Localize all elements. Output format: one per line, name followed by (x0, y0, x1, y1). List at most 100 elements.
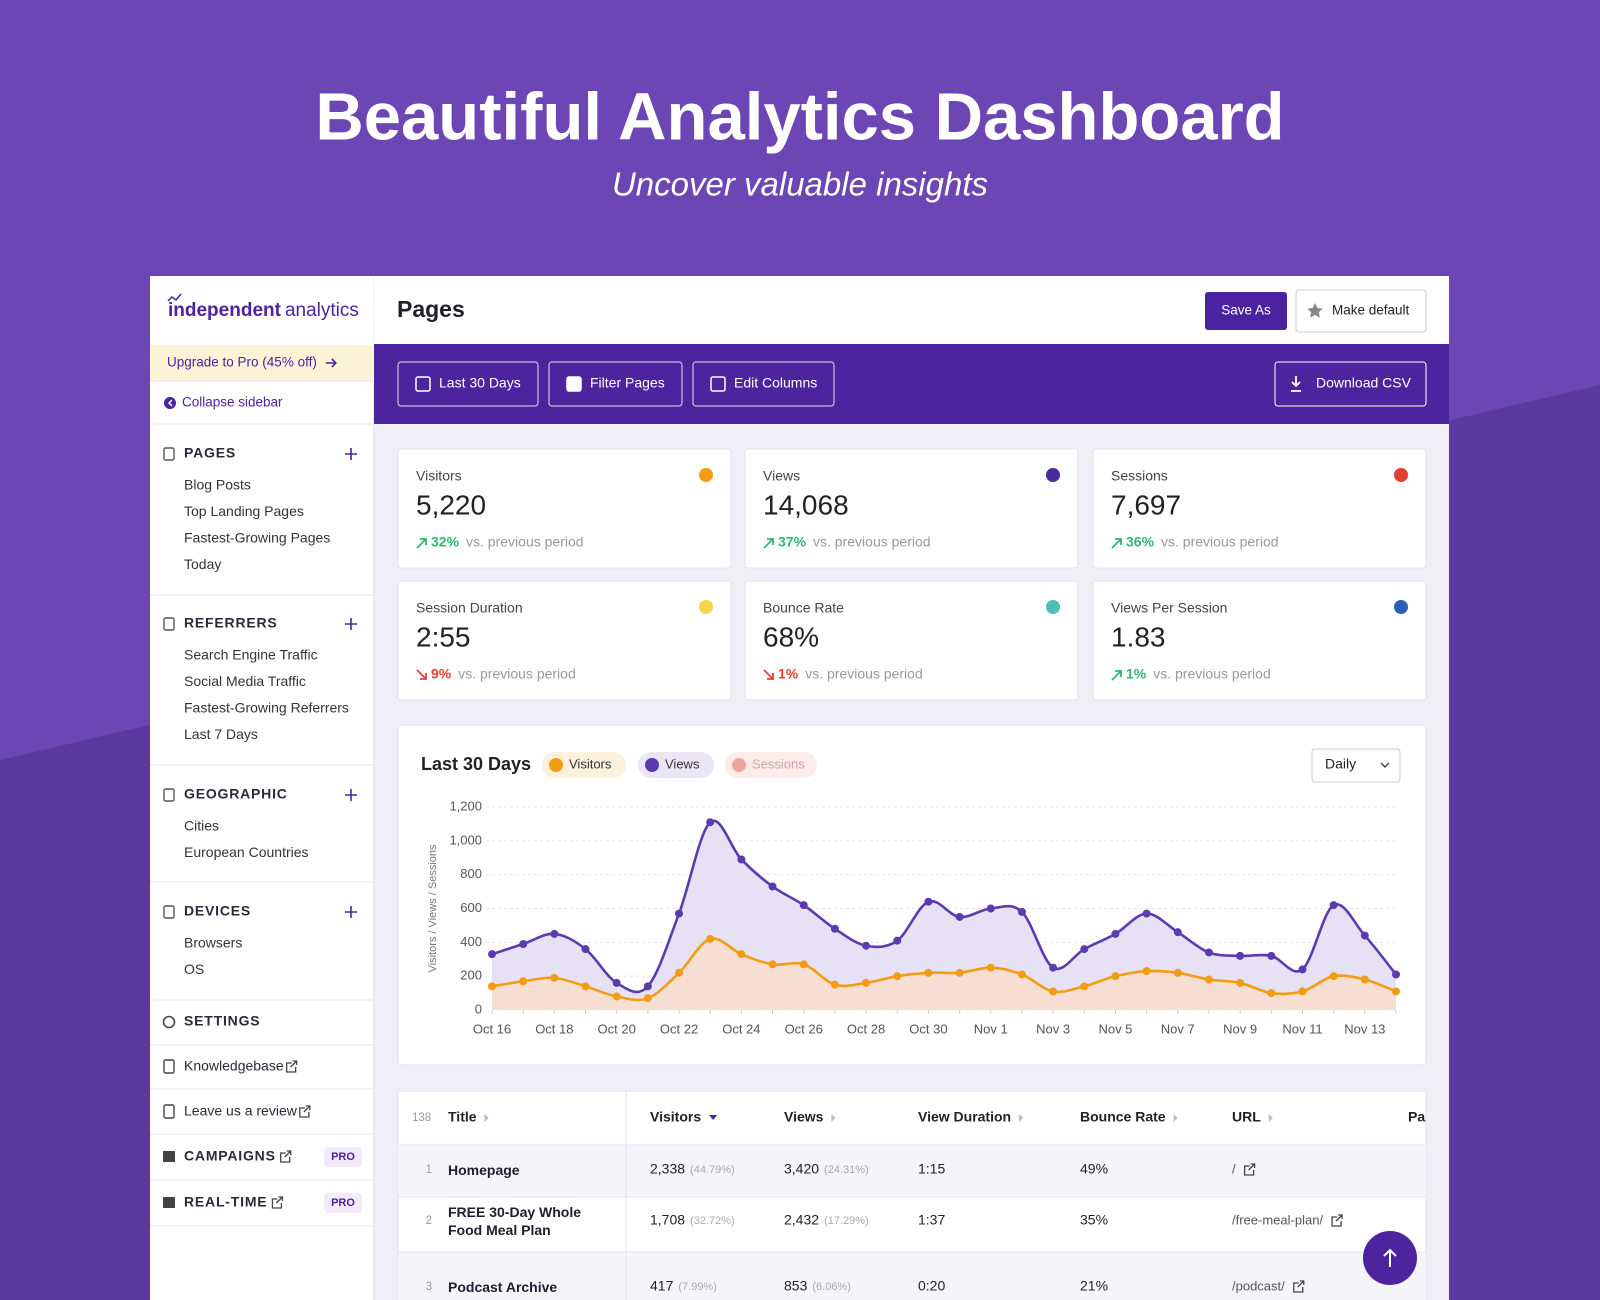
pro-section[interactable]: CAMPAIGNS (184, 1148, 276, 1164)
point (1329, 972, 1338, 981)
stat-label: Views (763, 468, 800, 484)
collapse-link[interactable]: Collapse sidebar (182, 395, 283, 410)
logo-light: analytics (285, 300, 359, 321)
add-button[interactable] (345, 618, 357, 630)
pro-badge-text: PRO (331, 1151, 355, 1163)
interval-select[interactable] (1311, 748, 1401, 783)
stat-label: Bounce Rate (763, 600, 844, 616)
save-button[interactable] (1205, 292, 1287, 330)
nav-item[interactable]: Fastest-Growing Referrers (184, 700, 349, 716)
x-tick-label: Nov 9 (1223, 1021, 1257, 1036)
point (643, 982, 652, 991)
cell-url[interactable]: /podcast/ (1232, 1278, 1285, 1293)
point (1298, 987, 1307, 996)
title-cell: FREE 30-Day Whole Food Meal Plan (448, 1204, 582, 1238)
column-header[interactable]: URL (1232, 1109, 1261, 1125)
nav-item[interactable]: Cities (184, 818, 219, 834)
save-label: Save As (1221, 303, 1271, 318)
column-header[interactable]: View Duration (918, 1109, 1011, 1125)
row-title[interactable]: Podcast Archive (448, 1279, 558, 1295)
legend-pill[interactable] (638, 752, 714, 778)
nav-item[interactable]: Last 7 Days (184, 726, 258, 742)
add-button[interactable] (345, 448, 357, 460)
make-default-button[interactable] (1295, 289, 1427, 333)
column-header[interactable]: Bounce Rate (1080, 1109, 1166, 1125)
logo-icon (167, 293, 182, 302)
settings-link[interactable]: SETTINGS (184, 1013, 260, 1029)
point (1236, 951, 1245, 960)
row-bg (399, 1252, 1426, 1300)
x-tick-label: Oct 28 (847, 1021, 885, 1036)
point (581, 982, 590, 991)
sidebar-link[interactable]: Knowledgebase (184, 1058, 284, 1074)
column-header[interactable]: Visitors (650, 1109, 701, 1125)
cell-url[interactable]: /free-meal-plan/ (1232, 1212, 1323, 1227)
column-header[interactable]: Pa (1408, 1109, 1425, 1125)
download-button[interactable] (1274, 361, 1427, 407)
toolbar-icon (566, 376, 582, 392)
add-button[interactable] (345, 789, 357, 801)
cell-url[interactable]: / (1232, 1161, 1236, 1176)
section-icon (163, 447, 175, 461)
nav-item[interactable]: European Countries (184, 844, 309, 860)
row-title[interactable]: FREE 30-Day Whole Food Meal Plan (448, 1204, 582, 1238)
point (893, 936, 902, 945)
section-icon (163, 905, 175, 919)
nav-item[interactable]: OS (184, 961, 204, 977)
section-title: REFERRERS (184, 615, 278, 631)
section-title: PAGES (184, 445, 236, 461)
cell-value: 2,432 (784, 1212, 819, 1228)
pro-section[interactable]: REAL-TIME (184, 1194, 267, 1210)
point (675, 909, 684, 918)
point (924, 897, 933, 906)
nav-item[interactable]: Today (184, 556, 221, 572)
toolbar-label: Last 30 Days (439, 375, 521, 391)
title-cell: Homepage (448, 1162, 520, 1178)
point (1142, 967, 1151, 976)
section-icon (163, 788, 175, 802)
y-tick-label: 200 (460, 968, 482, 983)
toolbar-button[interactable] (692, 361, 835, 407)
x-tick-label: Nov 5 (1098, 1021, 1132, 1036)
stat-change: 1% (1126, 666, 1147, 682)
point (581, 945, 590, 954)
toolbar-button[interactable] (397, 361, 539, 407)
row-title[interactable]: Homepage (448, 1162, 520, 1178)
legend-pill[interactable] (542, 752, 626, 778)
point (1360, 931, 1369, 940)
x-tick-label: Nov 13 (1344, 1021, 1385, 1036)
point (1360, 975, 1369, 984)
stat-change: 36% (1126, 534, 1155, 550)
stat-value: 1.83 (1111, 621, 1166, 652)
nav-item[interactable]: Browsers (184, 935, 242, 951)
stat-note: vs. previous period (805, 666, 923, 682)
nav-item[interactable]: Social Media Traffic (184, 673, 306, 689)
point (768, 882, 777, 891)
add-button[interactable] (345, 906, 357, 918)
sort-icon (1173, 1114, 1178, 1122)
y-tick-label: 400 (460, 934, 482, 949)
point (986, 963, 995, 972)
x-tick-label: Oct 20 (598, 1021, 636, 1036)
column-header[interactable]: Title (448, 1109, 477, 1125)
point (862, 941, 871, 950)
nav-item[interactable]: Fastest-Growing Pages (184, 530, 330, 546)
stat-change: 1% (778, 666, 799, 682)
nav-item[interactable]: Blog Posts (184, 477, 251, 493)
y-tick-label: 1,200 (449, 798, 482, 813)
upgrade-link[interactable]: Upgrade to Pro (45% off) (167, 355, 317, 370)
sort-icon (1268, 1114, 1273, 1122)
nav-item[interactable]: Search Engine Traffic (184, 647, 318, 663)
point (986, 904, 995, 913)
sidebar-link[interactable]: Leave us a review (184, 1103, 298, 1119)
point (1049, 963, 1058, 972)
toolbar-button[interactable] (548, 361, 683, 407)
area (492, 938, 1396, 1010)
stat-change: 37% (778, 534, 807, 550)
external-icon (1293, 1280, 1305, 1293)
column-header[interactable]: Views (784, 1109, 824, 1125)
legend-pill[interactable] (725, 752, 817, 778)
point (519, 977, 528, 986)
nav-item[interactable]: Top Landing Pages (184, 503, 304, 519)
